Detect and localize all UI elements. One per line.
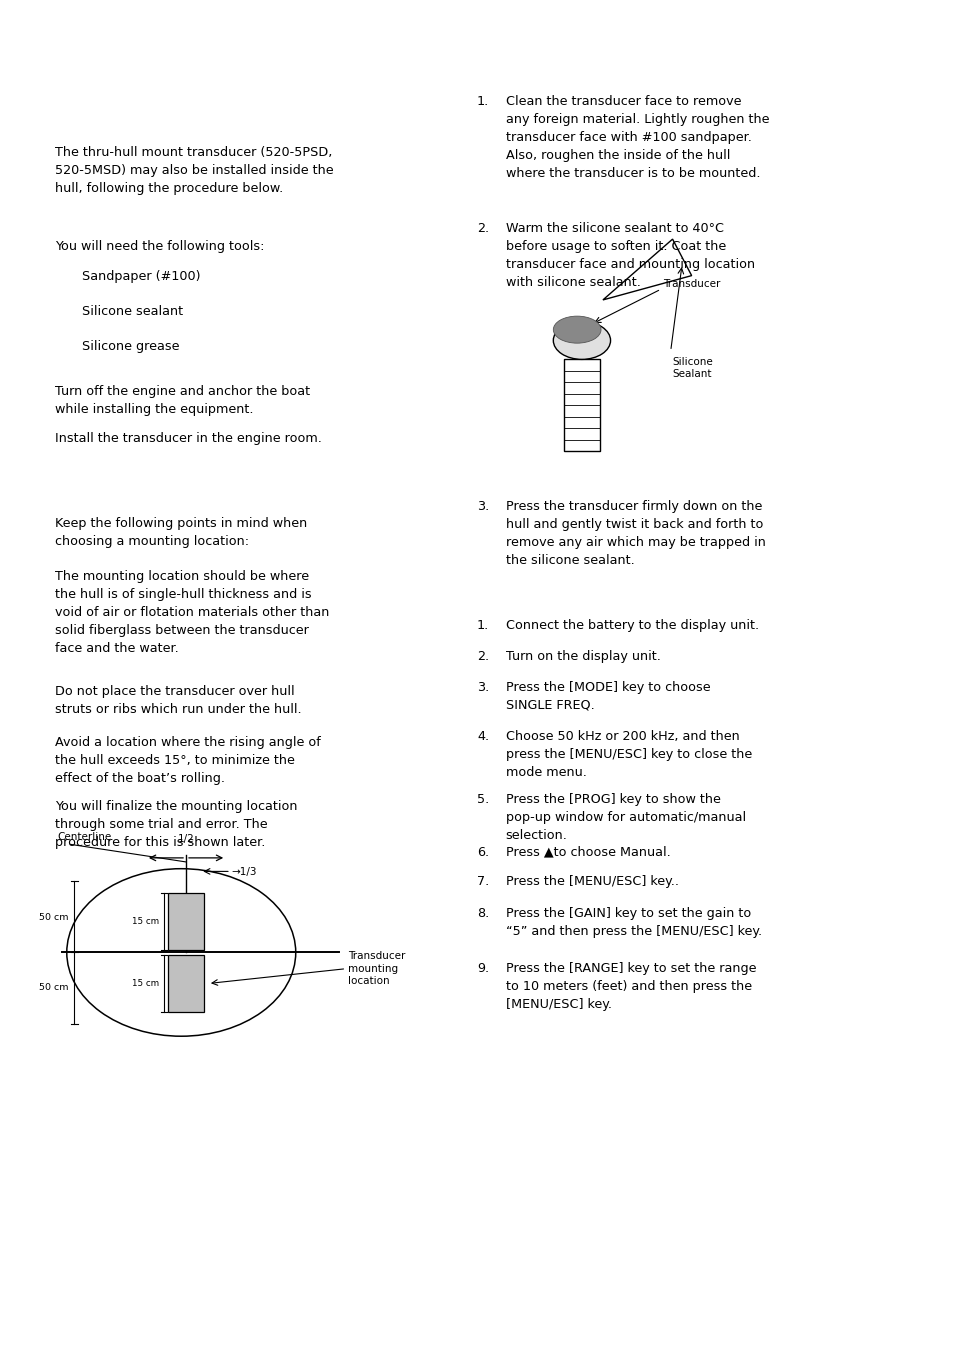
Text: Avoid a location where the rising angle of
the hull exceeds 15°, to minimize the: Avoid a location where the rising angle …: [55, 736, 321, 785]
Text: Warm the silicone sealant to 40°C
before usage to soften it. Coat the
transducer: Warm the silicone sealant to 40°C before…: [505, 222, 754, 289]
Text: Sandpaper (#100): Sandpaper (#100): [82, 270, 200, 284]
Text: →1/3: →1/3: [232, 867, 257, 877]
Text: 2.: 2.: [476, 650, 489, 663]
Text: Choose 50 kHz or 200 kHz, and then
press the [MENU/ESC] key to close the
mode me: Choose 50 kHz or 200 kHz, and then press…: [505, 730, 751, 778]
Text: 1.: 1.: [476, 619, 489, 632]
Text: 7.: 7.: [476, 875, 489, 889]
Text: Press the [MENU/ESC] key..: Press the [MENU/ESC] key..: [505, 875, 678, 889]
Text: Connect the battery to the display unit.: Connect the battery to the display unit.: [505, 619, 758, 632]
Text: 15 cm: 15 cm: [132, 979, 159, 988]
Ellipse shape: [553, 316, 600, 343]
Text: Press the [MODE] key to choose
SINGLE FREQ.: Press the [MODE] key to choose SINGLE FR…: [505, 681, 709, 712]
Text: Silicone
Sealant: Silicone Sealant: [672, 357, 713, 380]
Text: 15 cm: 15 cm: [132, 917, 159, 925]
Text: Transducer: Transducer: [662, 280, 720, 289]
Text: Do not place the transducer over hull
struts or ribs which run under the hull.: Do not place the transducer over hull st…: [55, 685, 302, 716]
Text: 3.: 3.: [476, 500, 489, 513]
Text: Press the transducer firmly down on the
hull and gently twist it back and forth : Press the transducer firmly down on the …: [505, 500, 764, 567]
Text: 1/2: 1/2: [177, 835, 194, 844]
Text: The thru-hull mount transducer (520-5PSD,
520-5MSD) may also be installed inside: The thru-hull mount transducer (520-5PSD…: [55, 146, 334, 195]
Text: Install the transducer in the engine room.: Install the transducer in the engine roo…: [55, 432, 322, 446]
Bar: [168, 893, 204, 950]
Text: Silicone grease: Silicone grease: [82, 340, 179, 354]
Text: Turn off the engine and anchor the boat
while installing the equipment.: Turn off the engine and anchor the boat …: [55, 385, 310, 416]
Text: 50 cm: 50 cm: [39, 913, 69, 921]
Text: You will need the following tools:: You will need the following tools:: [55, 240, 265, 254]
Bar: [168, 955, 204, 1012]
Text: Press the [GAIN] key to set the gain to
“5” and then press the [MENU/ESC] key.: Press the [GAIN] key to set the gain to …: [505, 907, 760, 938]
Text: Keep the following points in mind when
choosing a mounting location:: Keep the following points in mind when c…: [55, 517, 307, 549]
Text: Silicone sealant: Silicone sealant: [82, 305, 183, 319]
Text: Centerline: Centerline: [57, 832, 112, 842]
Text: Press the [RANGE] key to set the range
to 10 meters (feet) and then press the
[M: Press the [RANGE] key to set the range t…: [505, 962, 756, 1011]
Text: 5.: 5.: [476, 793, 489, 807]
Text: Transducer
mounting
location: Transducer mounting location: [348, 951, 405, 986]
Text: 50 cm: 50 cm: [39, 984, 69, 992]
Text: 9.: 9.: [476, 962, 489, 975]
Text: Press ▲to choose Manual.: Press ▲to choose Manual.: [505, 846, 670, 859]
Text: 8.: 8.: [476, 907, 489, 920]
Text: 3.: 3.: [476, 681, 489, 694]
Text: Clean the transducer face to remove
any foreign material. Lightly roughen the
tr: Clean the transducer face to remove any …: [505, 95, 768, 180]
Text: 2.: 2.: [476, 222, 489, 235]
Text: 6.: 6.: [476, 846, 489, 859]
Text: Press the [PROG] key to show the
pop-up window for automatic/manual
selection.: Press the [PROG] key to show the pop-up …: [505, 793, 745, 842]
Text: The mounting location should be where
the hull is of single-hull thickness and i: The mounting location should be where th…: [55, 570, 330, 655]
Ellipse shape: [553, 322, 610, 359]
Bar: [563, 359, 599, 451]
Text: You will finalize the mounting location
through some trial and error. The
proced: You will finalize the mounting location …: [55, 800, 297, 848]
Text: Turn on the display unit.: Turn on the display unit.: [505, 650, 659, 663]
Text: 1.: 1.: [476, 95, 489, 108]
Text: 4.: 4.: [476, 730, 489, 743]
